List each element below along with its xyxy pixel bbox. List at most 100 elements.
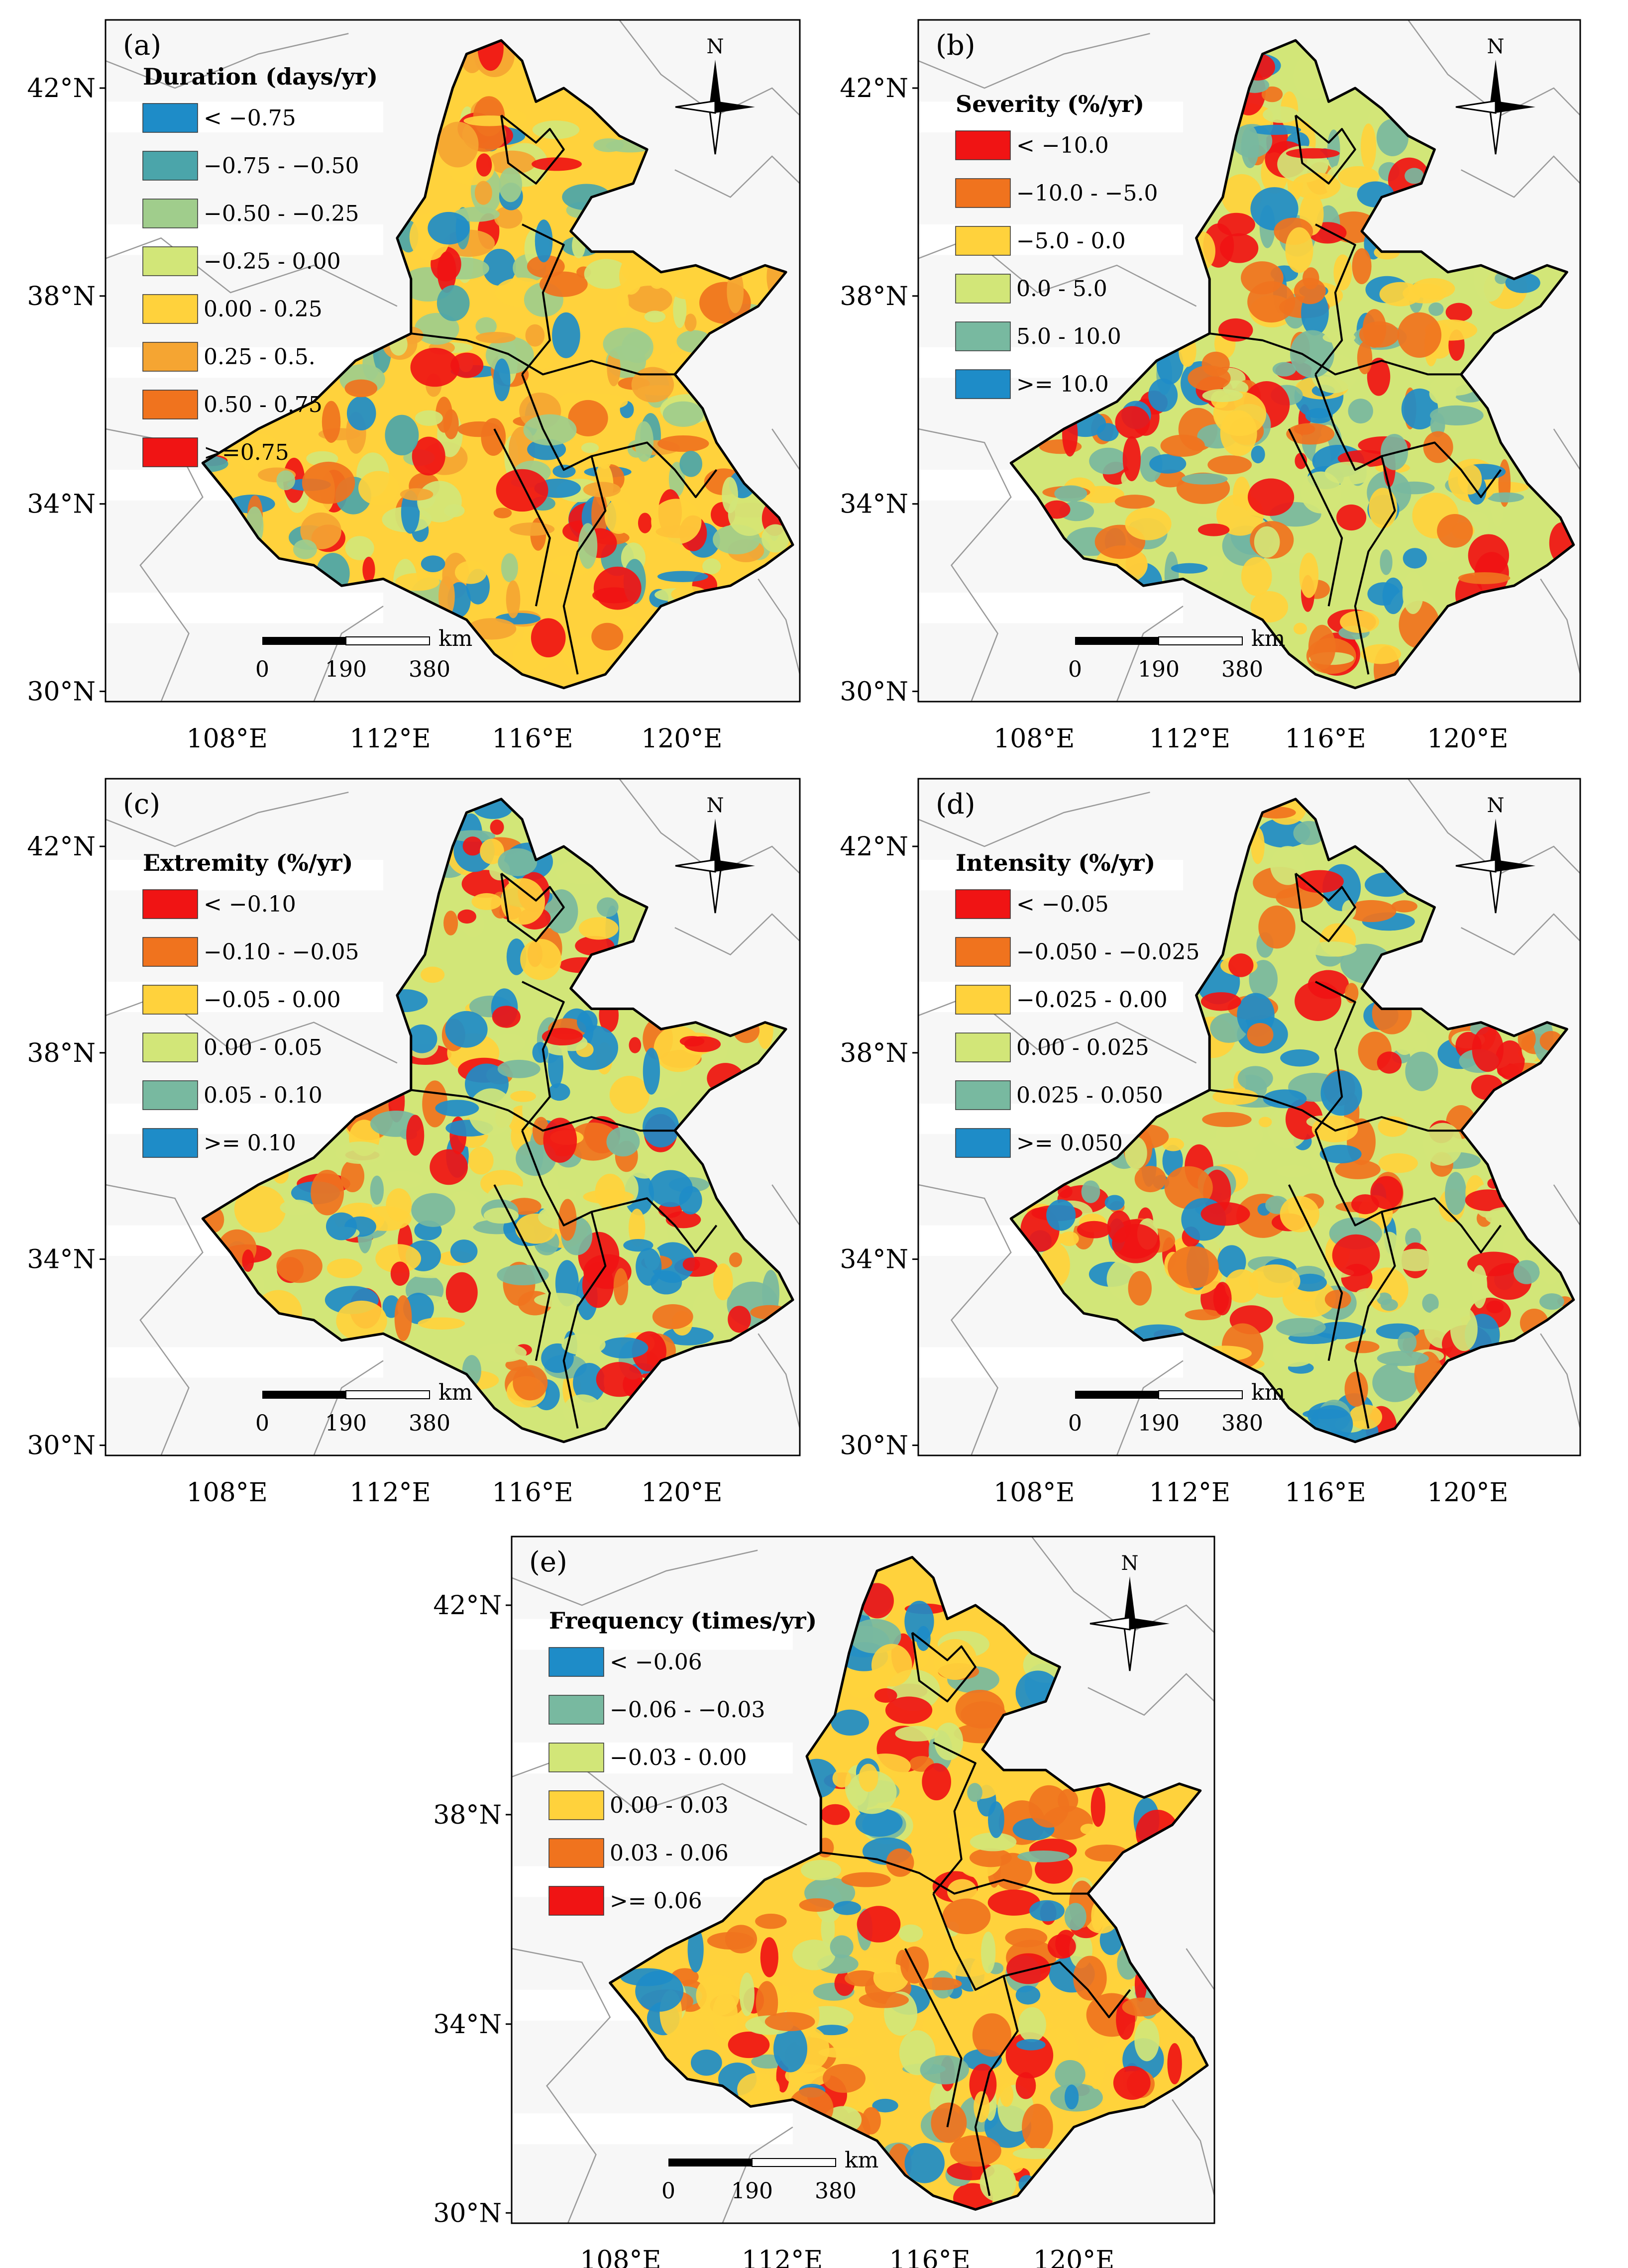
raster-patch xyxy=(1272,362,1296,377)
lat-label: 34°N xyxy=(27,1245,96,1275)
raster-patch xyxy=(418,1317,465,1330)
scale-tick-label: 380 xyxy=(409,657,450,682)
raster-patch xyxy=(606,1127,640,1157)
trend-raster xyxy=(1011,799,1574,1442)
lat-label: 30°N xyxy=(840,677,908,707)
raster-patch xyxy=(1280,1049,1319,1067)
raster-patch xyxy=(1249,960,1278,999)
legend-swatch xyxy=(955,985,1011,1015)
raster-patch xyxy=(1181,473,1228,485)
raster-patch xyxy=(1302,1409,1348,1419)
raster-patch xyxy=(668,462,685,497)
lat-label: 30°N xyxy=(27,1431,96,1461)
raster-patch xyxy=(344,379,378,398)
raster-patch xyxy=(1202,1112,1252,1128)
raster-patch xyxy=(542,1028,583,1046)
panel-label: (a) xyxy=(123,29,161,62)
raster-patch xyxy=(370,1175,384,1205)
raster-patch xyxy=(1081,486,1124,504)
legend-swatch xyxy=(955,226,1011,256)
raster-patch xyxy=(919,1977,962,1990)
raster-patch xyxy=(613,1268,629,1306)
lon-label: 120°E xyxy=(1427,1478,1508,1508)
raster-patch xyxy=(1380,1299,1398,1311)
context-boundary xyxy=(313,606,384,702)
panel-label: (e) xyxy=(529,1546,567,1578)
raster-patch xyxy=(1280,1196,1319,1233)
context-boundary xyxy=(771,1184,801,1226)
east-arrow-point xyxy=(1496,860,1535,872)
north-label: N xyxy=(707,35,724,58)
raster-patch xyxy=(497,1264,549,1286)
raster-patch xyxy=(820,1804,850,1825)
raster-patch xyxy=(1171,563,1208,574)
raster-patch xyxy=(1382,577,1404,615)
raster-patch xyxy=(832,1769,852,1788)
raster-patch xyxy=(326,1258,362,1278)
legend-entry: −0.06 - −0.03 xyxy=(610,1697,765,1723)
raster-patch xyxy=(1059,1231,1079,1246)
raster-patch xyxy=(651,499,702,544)
raster-patch xyxy=(1089,447,1128,475)
legend-entry: >= 10.0 xyxy=(1016,372,1109,397)
raster-patch xyxy=(1307,941,1357,957)
lat-label: 34°N xyxy=(27,490,96,519)
raster-patch xyxy=(591,622,624,651)
scale-segment-black xyxy=(668,2159,752,2166)
province-boundary xyxy=(521,1130,607,1429)
raster-patch xyxy=(643,1107,679,1147)
raster-patch xyxy=(969,1848,1012,1867)
context-boundary xyxy=(918,1184,1012,1456)
raster-patch xyxy=(1085,1844,1128,1862)
raster-patch xyxy=(561,1334,606,1355)
raster-patch xyxy=(638,513,652,533)
province-boundary xyxy=(521,223,565,375)
raster-patch xyxy=(855,1808,903,1837)
raster-patch xyxy=(1294,278,1326,305)
scale-tick-label: 190 xyxy=(325,1411,367,1436)
raster-patch xyxy=(1249,1264,1301,1298)
scale-bar: km 0 190 380 xyxy=(1068,626,1285,682)
raster-patch xyxy=(1472,1027,1504,1072)
raster-patch xyxy=(728,492,770,536)
raster-patch xyxy=(437,121,479,168)
lat-label: 42°N xyxy=(27,832,96,862)
lon-label: 120°E xyxy=(641,1478,722,1508)
raster-patch xyxy=(1378,1116,1408,1137)
raster-patch xyxy=(276,1249,323,1283)
raster-patch xyxy=(1149,454,1187,474)
raster-patch xyxy=(934,1722,964,1760)
raster-patch xyxy=(1346,900,1397,923)
raster-patch xyxy=(471,893,502,910)
raster-patch xyxy=(443,911,458,935)
legend-swatch xyxy=(955,274,1011,304)
scale-tick-label: 0 xyxy=(661,2178,675,2204)
raster-patch xyxy=(414,312,459,345)
legend-swatch xyxy=(955,369,1011,399)
raster-patch xyxy=(302,461,355,504)
raster-patch xyxy=(336,1300,387,1341)
legend-entry: < −0.05 xyxy=(1016,892,1109,917)
raster-patch xyxy=(1015,1985,1041,2005)
raster-patch xyxy=(477,40,504,71)
scale-unit: km xyxy=(438,626,472,651)
raster-patch xyxy=(1295,452,1307,469)
legend-swatch xyxy=(142,103,198,133)
raster-patch xyxy=(406,1024,437,1053)
raster-patch xyxy=(411,1193,455,1227)
province-boundary xyxy=(493,428,551,607)
raster-patch xyxy=(1458,572,1511,584)
trend-raster xyxy=(1011,40,1574,688)
context-boundary xyxy=(1540,578,1581,675)
raster-patch xyxy=(1430,412,1445,437)
scale-tick-label: 0 xyxy=(1068,657,1082,682)
raster-patch xyxy=(1250,591,1289,622)
raster-patch xyxy=(1293,1273,1327,1292)
raster-patch xyxy=(1410,374,1430,385)
raster-patch xyxy=(1073,1956,1107,2001)
context-boundary xyxy=(1186,1948,1215,1990)
raster-patch xyxy=(276,470,296,491)
map-frame xyxy=(917,778,1581,1456)
raster-patch xyxy=(737,2072,780,2106)
raster-patch xyxy=(436,285,470,321)
